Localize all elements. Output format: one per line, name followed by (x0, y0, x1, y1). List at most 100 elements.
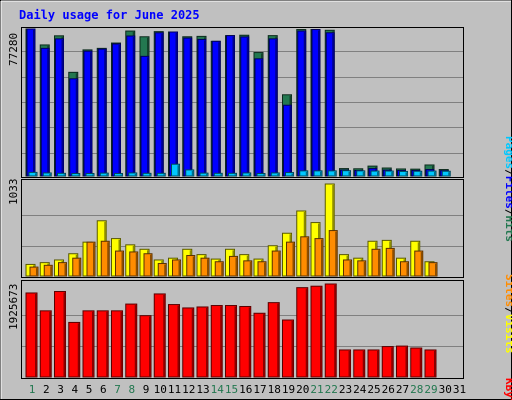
x-tick-label-day-1: 1 (29, 383, 36, 396)
bar-files-day-8 (126, 35, 136, 177)
bar-kbytes-day-16 (239, 305, 252, 378)
x-tick-label-day-26: 26 (382, 383, 395, 396)
bar-shadow (277, 303, 280, 377)
bar-pages-day-7 (114, 173, 123, 177)
bar-pages-day-13 (199, 172, 209, 177)
bar-shadow (49, 173, 52, 176)
bar-files-day-10 (154, 32, 164, 177)
bar-pages-day-6 (99, 172, 109, 177)
bar-shadow (334, 285, 337, 377)
bar-shadow (246, 37, 249, 177)
bar-shadow (36, 268, 38, 276)
x-tick-label-day-16: 16 (239, 383, 252, 396)
x-tick-label-day-22: 22 (325, 383, 338, 396)
bar-kbytes-day-27 (396, 345, 408, 378)
bar-shadow (419, 172, 422, 176)
bar-sites-day-19 (286, 241, 295, 277)
x-tick-label-day-27: 27 (396, 383, 409, 396)
bar-sites-day-24 (357, 260, 367, 277)
x-tick-label-day-25: 25 (367, 383, 380, 396)
bar-kbytes-day-26 (381, 346, 394, 378)
bar-shadow (249, 261, 252, 276)
bar-pages-day-24 (356, 170, 366, 177)
x-tick-label-day-23: 23 (339, 383, 352, 396)
bar-pages-day-10 (156, 172, 166, 177)
legend-top: Pages/Files/Hits (503, 136, 512, 242)
x-tick-label-day-17: 17 (253, 383, 266, 396)
x-tick-label-day-18: 18 (268, 383, 281, 396)
bar-sites-day-1 (29, 266, 39, 277)
x-tick-label-day-14: 14 (211, 383, 225, 396)
bar-pages-day-29 (427, 170, 437, 177)
bar-shadow (33, 30, 35, 176)
legend-sep-1: / (503, 169, 512, 176)
bar-pages-day-4 (71, 173, 81, 177)
legend-pages: Pages (503, 136, 512, 169)
bar-shadow (77, 323, 80, 377)
bar-shadow (321, 239, 323, 276)
bar-shadow (120, 174, 123, 176)
bar-files-day-15 (226, 35, 235, 177)
bar-shadow (106, 311, 109, 377)
bar-kbytes-day-22 (324, 283, 337, 378)
bar-shadow (420, 252, 423, 276)
bar-sites-day-8 (129, 251, 139, 277)
bar-shadow (206, 174, 208, 176)
bar-shadow (391, 347, 394, 377)
bar-kbytes-day-13 (196, 306, 209, 378)
bar-pages-day-15 (228, 172, 237, 177)
x-tick-label-day-15: 15 (225, 383, 238, 396)
bar-shadow (150, 254, 152, 276)
bar-sites-day-7 (115, 250, 124, 277)
bar-shadow (35, 293, 37, 377)
bar-shadow (248, 307, 251, 377)
bar-shadow (206, 307, 208, 377)
bar-pages-day-12 (185, 169, 195, 177)
bar-shadow (320, 171, 322, 176)
bar-shadow (234, 174, 237, 176)
bar-files-day-20 (297, 30, 307, 177)
bar-kbytes-day-9 (139, 315, 152, 378)
bar-files-day-6 (97, 48, 107, 177)
bar-sites-day-16 (243, 260, 253, 277)
bar-shadow (49, 311, 52, 377)
bar-shadow (107, 242, 110, 276)
bar-shadow (149, 316, 151, 377)
bar-shadow (278, 252, 281, 276)
bar-shadow (335, 231, 338, 276)
bar-kbytes-day-2 (39, 310, 52, 378)
bar-kbytes-day-12 (182, 307, 195, 378)
x-tick-label-day-9: 9 (143, 383, 150, 396)
bar-shadow (320, 287, 322, 377)
bar-files-day-5 (83, 50, 93, 177)
bar-sites-day-23 (343, 259, 352, 277)
bar-shadow (235, 257, 238, 276)
bar-shadow (391, 172, 394, 176)
bar-shadow (332, 33, 335, 177)
bar-kbytes-day-8 (125, 303, 138, 378)
legend-sep-2: / (503, 209, 512, 216)
bar-shadow (275, 39, 278, 177)
bar-kbytes-day-29 (424, 349, 437, 378)
chart-title: Daily usage for June 2025 (19, 8, 200, 22)
bar-shadow (35, 173, 37, 176)
bar-kbytes-day-24 (353, 349, 366, 378)
x-tick-label-day-31: 31 (453, 383, 466, 396)
bar-shadow (277, 173, 280, 176)
bar-files-day-19 (283, 104, 292, 177)
bar-shadow (291, 321, 294, 377)
bar-shadow (161, 33, 164, 177)
bar-shadow (63, 292, 66, 377)
bar-pages-day-1 (28, 171, 38, 177)
bar-shadow (434, 350, 436, 377)
bar-shadow (92, 311, 94, 377)
bar-sites-day-6 (100, 240, 110, 277)
bar-files-day-22 (325, 32, 335, 177)
x-tick-label-day-3: 3 (57, 383, 64, 396)
bar-pages-day-28 (413, 170, 423, 177)
bar-files-day-4 (69, 78, 79, 177)
max-label-middle: 1033 (7, 179, 20, 206)
bar-shadow (392, 249, 395, 276)
bar-sites-day-12 (186, 255, 196, 277)
